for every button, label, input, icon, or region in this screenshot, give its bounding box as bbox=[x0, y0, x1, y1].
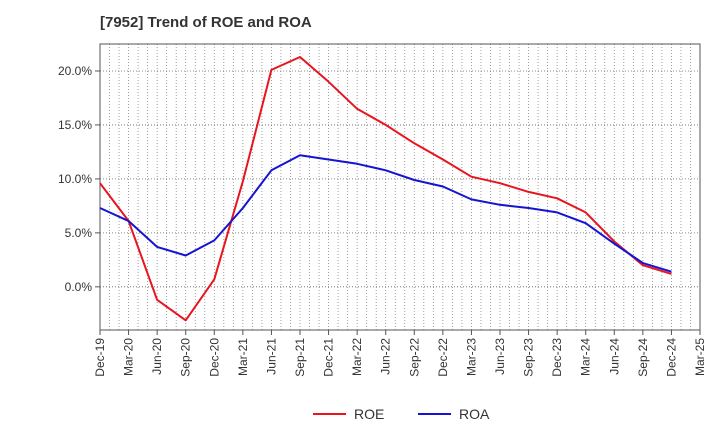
x-tick-labels: Dec-19 Mar-20 Jun-20 Sep-20 Dec-20 Mar-21 Jun-… bbox=[93, 338, 707, 377]
axes bbox=[95, 43, 701, 335]
x-tick-label: Mar-20 bbox=[122, 338, 136, 376]
x-tick-label: Sep-23 bbox=[522, 338, 536, 377]
x-tick-label: Dec-23 bbox=[550, 338, 564, 377]
x-tick-label: Mar-24 bbox=[579, 338, 593, 376]
x-tick-label: Sep-22 bbox=[407, 338, 421, 377]
x-tick-label: Mar-21 bbox=[236, 338, 250, 376]
x-tick-label: Sep-20 bbox=[179, 338, 193, 377]
x-tick-label: Jun-20 bbox=[150, 338, 164, 375]
x-tick-label: Jun-24 bbox=[607, 338, 621, 375]
x-tick-label: Dec-21 bbox=[322, 338, 336, 377]
y-tick-label: 15.0% bbox=[58, 118, 92, 132]
plot-background bbox=[100, 44, 700, 330]
x-tick-label: Jun-23 bbox=[493, 338, 507, 375]
x-tick-label: Dec-19 bbox=[93, 338, 107, 377]
plot-frame bbox=[99, 43, 701, 331]
legend-label-roe: ROE bbox=[354, 406, 384, 422]
y-tick-label: 5.0% bbox=[65, 226, 93, 240]
x-tick-label: Sep-21 bbox=[293, 338, 307, 377]
series-layer bbox=[99, 56, 672, 322]
plot-area bbox=[100, 44, 700, 330]
x-tick-label: Jun-22 bbox=[379, 338, 393, 375]
y-tick-label: 10.0% bbox=[58, 172, 92, 186]
legend: ROE ROA bbox=[313, 406, 490, 422]
x-tick-label: Mar-22 bbox=[350, 338, 364, 376]
x-tick-label: Mar-25 bbox=[693, 338, 707, 376]
legend-label-roa: ROA bbox=[459, 406, 490, 422]
series-line-roa bbox=[99, 154, 672, 273]
x-tick-label: Jun-21 bbox=[264, 338, 278, 375]
x-tick-label: Sep-24 bbox=[636, 338, 650, 377]
chart-title: [7952] Trend of ROE and ROA bbox=[100, 14, 312, 31]
y-tick-label: 20.0% bbox=[58, 64, 92, 78]
horizontal-gridlines bbox=[100, 70, 700, 288]
x-tick-label: Dec-20 bbox=[207, 338, 221, 377]
series-line-roe bbox=[99, 56, 672, 322]
x-tick-label: Dec-22 bbox=[436, 338, 450, 377]
x-tick-label: Dec-24 bbox=[664, 338, 678, 377]
y-tick-label: 0.0% bbox=[65, 280, 93, 294]
x-tick-label: Mar-23 bbox=[464, 338, 478, 376]
y-tick-labels: 0.0% 5.0% 10.0% 15.0% 20.0% bbox=[58, 64, 92, 294]
